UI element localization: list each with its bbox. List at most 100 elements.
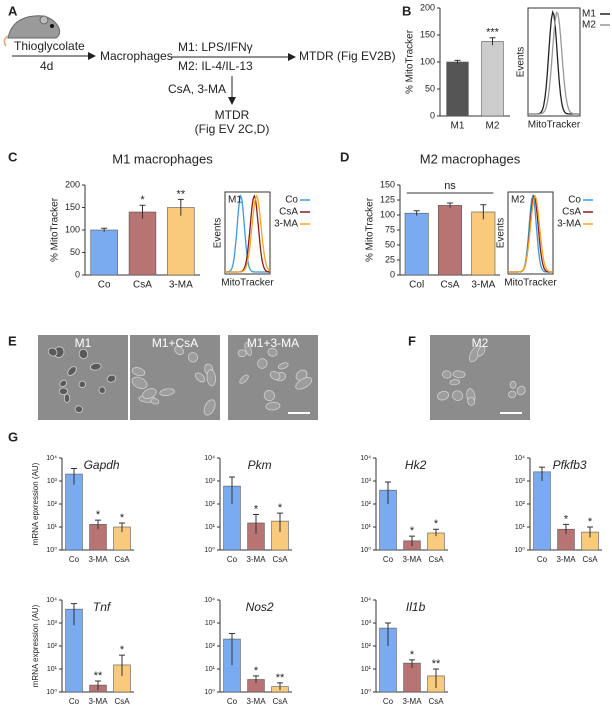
bar — [65, 473, 83, 551]
y-tick-label: 10⁰ — [360, 546, 371, 554]
y-tick-label: 10⁴ — [46, 455, 57, 462]
y-tick-label: 10⁰ — [204, 546, 215, 554]
x-tick-label: 3-MA — [556, 555, 576, 564]
y-tick-label: 50 — [425, 83, 435, 93]
y-tick-label: 10² — [205, 643, 216, 650]
micrograph-label: M1+CsA — [152, 336, 198, 350]
micrograph-label: M1 — [75, 336, 92, 350]
y-tick-label: 10¹ — [47, 666, 58, 673]
cell — [269, 371, 281, 381]
x-tick-label: CsA — [582, 555, 598, 564]
y-tick-label: 10¹ — [515, 524, 526, 531]
bar — [404, 212, 429, 276]
y-axis-label: % MitoTracker — [50, 197, 61, 262]
micrograph-label: M1+3-MA — [247, 336, 299, 350]
y-tick-label: 10² — [515, 501, 526, 508]
y-tick-label: 10⁴ — [204, 597, 215, 604]
x-tick-label: CsA — [272, 555, 288, 564]
error-bar — [71, 603, 77, 626]
significance-label: * — [120, 512, 125, 524]
cell — [78, 380, 86, 388]
error-bar — [409, 659, 415, 669]
x-tick-label: CsA — [428, 555, 444, 564]
cell — [467, 396, 476, 406]
cell — [174, 345, 184, 356]
y-tick-label: 10³ — [361, 620, 372, 627]
y-tick-label: 100 — [65, 224, 80, 234]
significance-label: ** — [432, 658, 441, 670]
y-tick-label: 10⁰ — [514, 546, 525, 554]
significance-label: * — [254, 503, 259, 515]
chart-title: Hk2 — [405, 458, 427, 472]
y-tick-label: 10³ — [47, 478, 58, 485]
cell — [277, 362, 289, 370]
y-tick-label: 10⁴ — [204, 455, 215, 462]
chart-title: Pkm — [248, 458, 272, 472]
panel-label: A — [8, 3, 18, 18]
significance-label: * — [96, 509, 101, 521]
significance-label: * — [564, 513, 569, 525]
cell — [187, 352, 199, 363]
histogram-curve — [225, 194, 271, 273]
x-axis-label: MitoTracker — [528, 120, 581, 131]
y-tick-label: 10³ — [205, 478, 216, 485]
y-tick-label: 10³ — [205, 620, 216, 627]
error-bar — [454, 59, 461, 64]
panel-label: C — [8, 149, 18, 164]
cell — [257, 358, 268, 369]
cell — [58, 387, 68, 396]
chart-title: M2 macrophages — [420, 151, 521, 166]
panel-label: F — [408, 333, 416, 348]
panel-label: E — [8, 333, 17, 348]
error-bar — [433, 668, 439, 688]
cell — [98, 386, 106, 394]
y-tick-label: 100 — [380, 209, 395, 219]
x-tick-label: CsA — [428, 697, 444, 706]
significance-label: * — [588, 516, 593, 528]
micrograph-label: M2 — [472, 336, 489, 350]
significance-label: * — [254, 665, 259, 677]
cell — [89, 362, 102, 371]
cell — [78, 348, 89, 360]
legend-label: CsA — [279, 207, 298, 218]
error-bar — [95, 680, 101, 691]
y-tick-label: 10¹ — [205, 666, 216, 673]
histogram-curve — [508, 194, 554, 273]
x-tick-label: Co — [98, 280, 111, 291]
bar — [481, 41, 504, 117]
cell — [237, 349, 247, 358]
chart-title: Nos2 — [246, 600, 274, 614]
y-axis-label: Events — [496, 218, 507, 249]
error-bar — [277, 682, 283, 691]
inset-label: M2 — [511, 195, 525, 206]
bar — [438, 205, 462, 276]
x-tick-label: Co — [537, 555, 548, 564]
chart-title: Il1b — [406, 600, 426, 614]
x-tick-label: M1 — [451, 121, 465, 132]
x-tick-label: 3-MA — [88, 555, 108, 564]
y-tick-label: 10³ — [361, 478, 372, 485]
chart-title: Tnf — [93, 600, 112, 614]
x-tick-label: Co — [227, 697, 238, 706]
x-tick-label: Col — [409, 280, 424, 291]
y-tick-label: 10³ — [515, 478, 526, 485]
legend-label: M2 — [582, 20, 596, 31]
x-tick-label: CsA — [114, 697, 130, 706]
significance-label: * — [410, 649, 415, 661]
error-bar — [101, 227, 108, 232]
y-tick-label: 10² — [47, 643, 58, 650]
cell — [47, 347, 58, 357]
y-tick-label: 50 — [70, 247, 80, 257]
cell — [267, 347, 278, 357]
error-bar — [433, 528, 439, 537]
diagram-text: MTDR (Fig EV2B) — [299, 49, 396, 63]
error-bar — [119, 522, 125, 533]
inset-label: M1 — [228, 195, 242, 206]
diagram-text: Thioglycolate — [14, 39, 85, 53]
y-tick-label: 10⁰ — [204, 688, 215, 696]
diagram-text: M2: IL-4/IL-13 — [178, 59, 253, 73]
y-tick-label: 25 — [385, 254, 395, 264]
y-tick-label: 75 — [385, 224, 395, 234]
x-tick-label: 3-MA — [88, 697, 108, 706]
histogram-curve — [528, 11, 580, 115]
